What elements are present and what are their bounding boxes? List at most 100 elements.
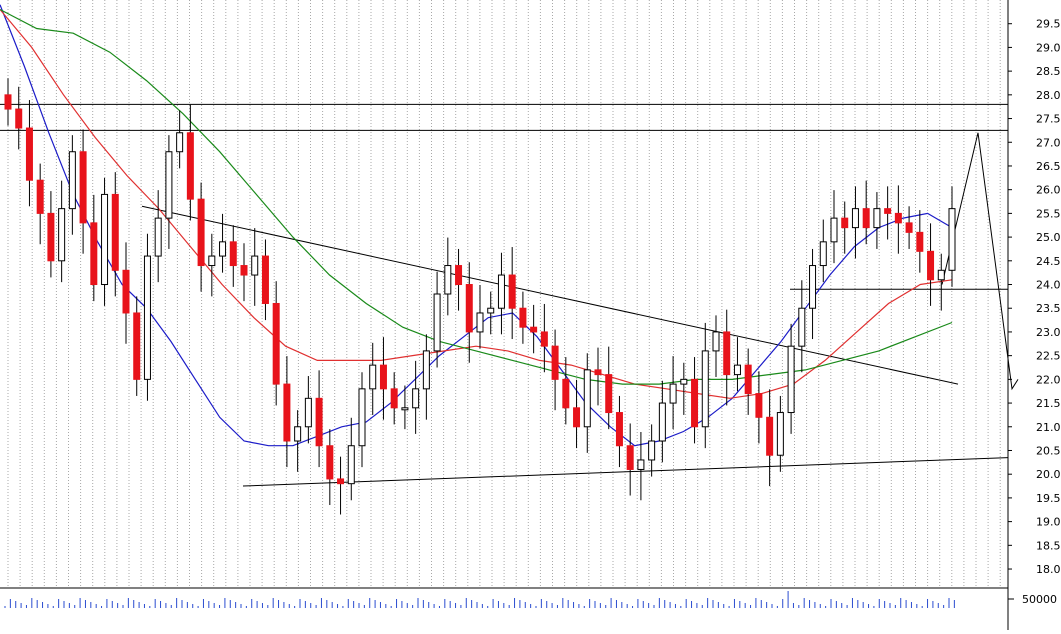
candle-body xyxy=(68,151,76,210)
candle-body xyxy=(337,478,345,485)
candle-body xyxy=(487,307,495,314)
candle-body xyxy=(4,94,12,110)
candle-body xyxy=(927,250,935,281)
candle-body xyxy=(358,388,366,447)
candle-body xyxy=(390,388,398,409)
candle-body xyxy=(733,364,741,376)
moving-averages xyxy=(0,4,953,447)
candle-body xyxy=(315,397,323,447)
candle-body xyxy=(766,416,774,456)
candle-body xyxy=(755,393,763,418)
candle-body xyxy=(219,241,227,257)
candle-body xyxy=(723,331,731,376)
y-tick-label: 25.5 xyxy=(1036,207,1061,220)
projection xyxy=(941,132,1019,391)
y-tick-label: 29.5 xyxy=(1036,18,1061,31)
ma-fast-line xyxy=(0,4,953,447)
trendlines xyxy=(0,103,1019,487)
y-tick-label: 18.0 xyxy=(1036,563,1061,576)
y-tick-label: 22.0 xyxy=(1036,373,1061,386)
ma-mid-line xyxy=(0,9,953,399)
candle-body xyxy=(154,217,162,257)
candle-body xyxy=(401,407,409,411)
y-tick-label: 28.0 xyxy=(1036,89,1061,102)
y-tick-label: 24.0 xyxy=(1036,279,1061,292)
candle-body xyxy=(133,312,141,380)
descending-trendline xyxy=(141,205,959,385)
candle-body xyxy=(15,108,23,129)
candle-body xyxy=(583,369,591,428)
candle-body xyxy=(862,208,870,229)
candle-body xyxy=(841,217,849,229)
candle-body xyxy=(47,212,55,262)
candle-body xyxy=(186,132,194,200)
candle-body xyxy=(272,302,280,385)
candle-body xyxy=(25,127,33,181)
y-tick-label: 27.5 xyxy=(1036,113,1061,126)
y-tick-label: 22.5 xyxy=(1036,350,1061,363)
candle-body xyxy=(573,407,581,428)
candle-body xyxy=(637,459,645,470)
candle-body xyxy=(369,364,377,390)
candle-body xyxy=(208,255,216,267)
y-tick-label: 25.0 xyxy=(1036,231,1061,244)
candle-body xyxy=(111,193,119,271)
y-tick-label: 21.5 xyxy=(1036,397,1061,410)
candle-body xyxy=(229,241,237,267)
candle-body xyxy=(433,293,441,352)
candle-body xyxy=(58,208,66,262)
y-tick-label: 26.5 xyxy=(1036,160,1061,173)
candle-body xyxy=(744,364,752,395)
candle-body xyxy=(830,217,838,243)
candle-body xyxy=(294,426,302,442)
candle-body xyxy=(798,307,806,347)
candle-body xyxy=(379,364,387,390)
y-tick-label: 27.0 xyxy=(1036,136,1061,149)
candle-body xyxy=(36,179,44,214)
candle-body xyxy=(873,208,881,229)
y-tick-label: 18.5 xyxy=(1036,539,1061,552)
candle-body xyxy=(905,222,913,233)
candle-body xyxy=(519,307,527,328)
candle-body xyxy=(776,412,784,456)
candle-body xyxy=(680,378,688,385)
candle-body xyxy=(658,402,666,442)
candle-body xyxy=(787,345,795,414)
candle-body xyxy=(476,312,484,333)
y-tick-label: 19.0 xyxy=(1036,516,1061,529)
candle-body xyxy=(562,378,570,409)
candle-body xyxy=(691,378,699,428)
candle-body xyxy=(455,265,463,286)
candle-body xyxy=(165,151,173,219)
candle-body xyxy=(197,198,205,267)
candle-body xyxy=(304,397,312,428)
candle-body xyxy=(326,445,334,480)
candle-body xyxy=(851,208,859,229)
candle-body xyxy=(712,331,720,352)
y-tick-label: 20.0 xyxy=(1036,468,1061,481)
candle-body xyxy=(79,151,87,224)
candle-body xyxy=(615,412,623,447)
candle-body xyxy=(497,274,505,309)
candle-body xyxy=(347,445,355,485)
candle-body xyxy=(101,193,109,286)
y-tick-label: 28.5 xyxy=(1036,65,1061,78)
y-tick-label: 19.5 xyxy=(1036,492,1061,505)
ascending-support xyxy=(242,457,1009,487)
candle-body xyxy=(819,241,827,267)
y-tick-label: 21.0 xyxy=(1036,421,1061,434)
candle-body xyxy=(605,374,613,414)
candle-body xyxy=(551,345,559,380)
volume-axis-label: 50000 xyxy=(1022,593,1057,606)
candle-body xyxy=(90,222,98,286)
candle-body xyxy=(261,255,269,304)
y-tick-label: 20.5 xyxy=(1036,444,1061,457)
candle-body xyxy=(122,269,130,314)
candle-body xyxy=(444,265,452,295)
candle-body xyxy=(884,208,892,214)
candle-body xyxy=(916,231,924,252)
candle-body xyxy=(937,269,945,281)
